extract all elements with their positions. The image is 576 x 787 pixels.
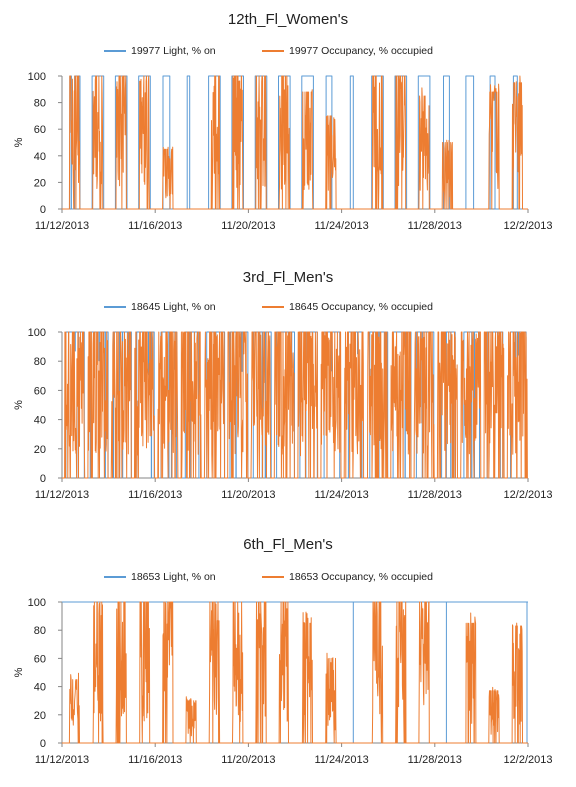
y-tick-label: 20: [34, 444, 46, 456]
x-tick-label: 11/28/2013: [408, 754, 462, 766]
x-tick-label: 12/2/2013: [504, 489, 553, 501]
y-tick-label: 20: [34, 177, 46, 189]
x-tick-label: 11/24/2013: [314, 754, 368, 766]
y-axis-label: %: [13, 400, 25, 410]
legend-swatch-light: [104, 576, 126, 578]
x-tick-label: 11/16/2013: [128, 220, 182, 232]
x-tick-label: 11/12/2013: [35, 754, 89, 766]
chart-legend: 18645 Light, % on 18645 Occupancy, % occ…: [0, 300, 576, 314]
x-tick-label: 11/12/2013: [35, 220, 89, 232]
y-tick-label: 100: [28, 327, 46, 339]
y-tick-label: 40: [34, 151, 46, 163]
chart-title: 6th_Fl_Men's: [243, 536, 333, 553]
legend-swatch-light: [104, 306, 126, 308]
series-line-light: [62, 601, 528, 743]
y-tick-label: 40: [34, 682, 46, 694]
x-tick-label: 11/20/2013: [221, 220, 275, 232]
x-tick-label: 11/16/2013: [128, 489, 182, 501]
chart-legend: 18653 Light, % on 18653 Occupancy, % occ…: [0, 570, 576, 584]
series-line-light: [62, 331, 528, 479]
legend-swatch-occupancy: [262, 576, 284, 578]
x-tick-label: 11/12/2013: [35, 489, 89, 501]
y-tick-label: 60: [34, 653, 46, 665]
chart-title: 12th_Fl_Women's: [227, 11, 349, 28]
chart-6th-fl-mens: 6th_Fl_Men's 18653 Light, % on 18653 Occ…: [0, 524, 576, 787]
y-tick-label: 60: [34, 385, 46, 397]
series-line-occupancy: [61, 331, 529, 479]
legend-label-light: 18645 Light, % on: [131, 301, 216, 313]
plot-area: % 0 20 40 60 80 100 11/12/2013 11/16/2013 11/20/2…: [13, 327, 553, 501]
y-tick-label: 80: [34, 625, 46, 637]
x-tick-label: 11/24/2013: [314, 220, 368, 232]
plot-area: % 0 20 40 60 80 100 11/12/2013 11/16/2013 11/20/2…: [13, 597, 553, 766]
y-tick-label: 20: [34, 710, 46, 722]
y-tick-label: 100: [28, 597, 46, 609]
series-line-occupancy: [61, 601, 529, 744]
legend-label-light: 18653 Light, % on: [131, 571, 216, 583]
plot-area: % 0 20 40 60 80 100 11/12/2013 11/16/2013 11/20/2…: [13, 71, 553, 232]
x-tick-label: 11/28/2013: [408, 489, 462, 501]
legend-swatch-occupancy: [262, 306, 284, 308]
legend-label-light: 19977 Light, % on: [131, 45, 216, 57]
y-axis-label: %: [13, 667, 25, 677]
chart-3rd-fl-mens: 3rd_Fl_Men's 18645 Light, % on 18645 Occ…: [0, 262, 576, 524]
y-tick-label: 0: [40, 738, 46, 750]
x-tick-label: 12/2/2013: [504, 754, 553, 766]
x-tick-label: 11/24/2013: [314, 489, 368, 501]
y-tick-label: 80: [34, 356, 46, 368]
legend-label-occupancy: 19977 Occupancy, % occupied: [289, 45, 433, 57]
x-tick-label: 11/16/2013: [128, 754, 182, 766]
y-tick-label: 80: [34, 98, 46, 110]
legend-swatch-occupancy: [262, 50, 284, 52]
y-tick-label: 100: [28, 71, 46, 83]
x-tick-label: 11/20/2013: [221, 489, 275, 501]
legend-label-occupancy: 18645 Occupancy, % occupied: [289, 301, 433, 313]
chart-title: 3rd_Fl_Men's: [242, 269, 334, 286]
series-line-light: [62, 75, 528, 210]
x-tick-label: 11/28/2013: [408, 220, 462, 232]
legend-label-occupancy: 18653 Occupancy, % occupied: [289, 571, 433, 583]
legend-swatch-light: [104, 50, 126, 52]
y-tick-label: 40: [34, 415, 46, 427]
x-tick-label: 11/20/2013: [221, 754, 275, 766]
y-tick-label: 0: [40, 204, 46, 216]
series-line-occupancy: [61, 75, 529, 210]
x-tick-label: 12/2/2013: [504, 220, 553, 232]
y-axis-label: %: [13, 137, 25, 147]
chart-12th-fl-womens: 12th_Fl_Women's 19977 Light, % on 19977 …: [0, 0, 576, 262]
chart-legend: 19977 Light, % on 19977 Occupancy, % occ…: [0, 44, 576, 58]
y-tick-label: 0: [40, 473, 46, 485]
y-tick-label: 60: [34, 124, 46, 136]
